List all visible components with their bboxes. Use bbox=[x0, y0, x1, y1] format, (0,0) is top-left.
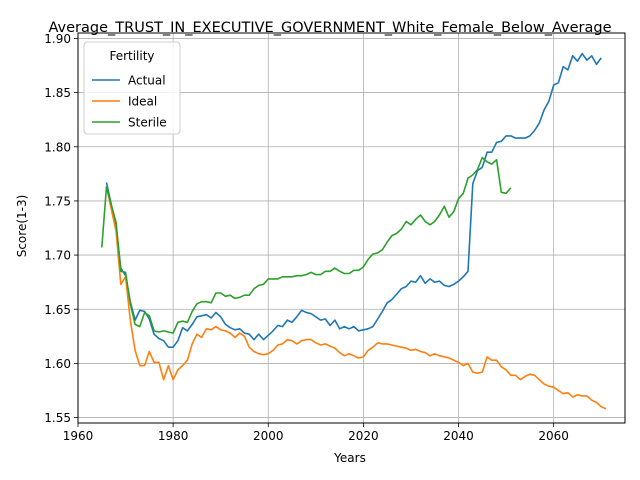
x-tick-label: 2060 bbox=[538, 429, 569, 443]
x-tick-label: 2040 bbox=[443, 429, 474, 443]
y-tick-label: 1.65 bbox=[44, 303, 71, 317]
legend-label-ideal: Ideal bbox=[128, 95, 157, 109]
y-tick-label: 1.85 bbox=[44, 86, 71, 100]
series-line-sterile bbox=[102, 158, 511, 334]
legend-label-sterile: Sterile bbox=[128, 116, 167, 130]
legend-label-actual: Actual bbox=[128, 74, 166, 88]
y-tick-label: 1.80 bbox=[44, 140, 71, 154]
chart-title: Average_TRUST_IN_EXECUTIVE_GOVERNMENT_Wh… bbox=[48, 20, 611, 36]
y-tick-label: 1.70 bbox=[44, 249, 71, 263]
legend-title: Fertility bbox=[109, 49, 154, 63]
x-tick-label: 2000 bbox=[253, 429, 284, 443]
series-line-ideal bbox=[107, 187, 607, 409]
y-tick-label: 1.90 bbox=[44, 32, 71, 46]
x-tick-label: 1960 bbox=[63, 429, 94, 443]
y-tick-label: 1.75 bbox=[44, 194, 71, 208]
series-line-actual bbox=[107, 54, 602, 348]
x-axis-label: Years bbox=[333, 451, 366, 465]
y-axis-label: Score(1-3) bbox=[15, 195, 29, 258]
x-tick-label: 1980 bbox=[158, 429, 189, 443]
y-tick-label: 1.55 bbox=[44, 411, 71, 425]
legend: Fertility Actual Ideal Sterile bbox=[84, 42, 180, 134]
x-tick-label: 2020 bbox=[348, 429, 379, 443]
y-tick-label: 1.60 bbox=[44, 357, 71, 371]
